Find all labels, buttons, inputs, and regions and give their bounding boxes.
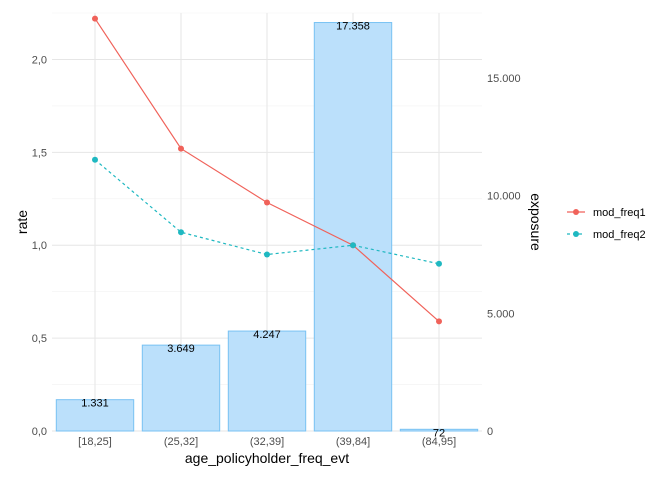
y2-tick-label: 15.000 (487, 73, 521, 85)
y-tick-label: 1,0 (32, 240, 47, 252)
x-tick-label: (25,32] (164, 436, 198, 448)
y-tick-label: 1,5 (32, 147, 47, 159)
series-point-mod_freq2 (178, 229, 184, 236)
bar-value-label: 72 (433, 427, 445, 439)
series-line-mod_freq2 (94, 159, 440, 265)
x-tick-label: (39,84] (336, 436, 370, 448)
series-point-mod_freq1 (178, 145, 184, 152)
y-tick-label: 2,0 (32, 54, 47, 66)
y2-tick-label: 5.000 (487, 308, 515, 320)
exposure-bars (55, 22, 479, 432)
rate-lines (92, 15, 442, 325)
x-tick-label: [18,25] (78, 436, 112, 448)
legend-label: mod_freq2 (593, 229, 646, 241)
series-point-mod_freq2 (264, 251, 270, 258)
x-tick-label: (32,39] (250, 436, 284, 448)
series-point-mod_freq2 (92, 156, 98, 163)
series-point-mod_freq1 (436, 318, 442, 325)
series-point-mod_freq2 (350, 242, 356, 249)
legend-label: mod_freq1 (593, 207, 646, 219)
exposure-bar (55, 399, 135, 432)
legend-item-mod_freq2: mod_freq2 (567, 229, 646, 241)
legend-key-point (573, 231, 579, 237)
exposure-bar (399, 428, 479, 432)
bar-labels: 1.331 3.649 4.247 17.358 72 (81, 21, 445, 440)
legend-item-mod_freq1: mod_freq1 (567, 207, 646, 219)
legend: mod_freq1 mod_freq2 (567, 207, 646, 241)
y-tick-label: 0,5 (32, 333, 47, 345)
y2-tick-label: 10.000 (487, 191, 521, 203)
series-point-mod_freq2 (436, 260, 442, 267)
legend-key-point (573, 209, 579, 215)
x-axis-title: age_policyholder_freq_evt (185, 450, 349, 466)
exposure-bar (141, 344, 221, 432)
secondary-y-axis-title: exposure (528, 193, 544, 251)
bar-value-label: 17.358 (336, 21, 370, 33)
series-point-mod_freq1 (92, 15, 98, 22)
axes: 0,0 0,5 1,0 1,5 2,0 0 5.000 10.000 15.000 [18,25]… (32, 54, 521, 448)
series-point-mod_freq1 (264, 199, 270, 206)
x-tick-label: (84,95] (422, 436, 456, 448)
bar-value-label: 3.649 (167, 343, 195, 355)
bar-value-label: 1.331 (81, 398, 109, 410)
exposure-bar (313, 22, 393, 432)
y-tick-label: 0,0 (32, 426, 47, 438)
y2-tick-label: 0 (487, 426, 493, 438)
y-axis-title: rate (14, 210, 30, 234)
bar-value-label: 4.247 (253, 329, 281, 341)
exposure-bar (227, 330, 307, 432)
